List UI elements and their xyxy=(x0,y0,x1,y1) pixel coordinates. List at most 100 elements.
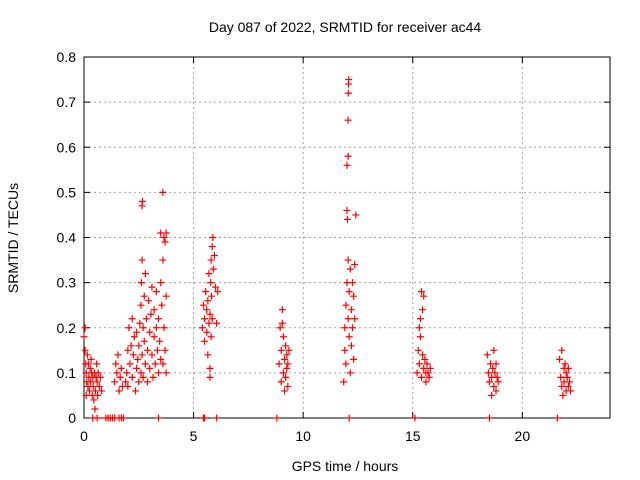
data-point xyxy=(201,315,209,323)
data-point xyxy=(136,319,144,327)
data-point xyxy=(484,369,492,377)
data-point xyxy=(112,360,120,368)
data-point xyxy=(424,369,432,377)
data-point xyxy=(278,306,286,314)
data-point xyxy=(284,382,292,390)
data-point xyxy=(419,306,427,314)
data-point xyxy=(341,346,349,354)
data-point xyxy=(137,279,145,287)
data-point xyxy=(420,364,428,372)
y-tick-label: 0.8 xyxy=(57,49,77,65)
data-point xyxy=(279,369,287,377)
data-point xyxy=(350,292,358,300)
data-point xyxy=(489,364,497,372)
data-point xyxy=(155,315,163,323)
x-tick-label: 5 xyxy=(190,428,198,444)
data-point xyxy=(93,360,101,368)
grid-lines xyxy=(84,57,610,418)
data-point xyxy=(282,342,290,350)
data-point xyxy=(562,369,570,377)
data-point xyxy=(206,373,214,381)
data-point xyxy=(162,229,170,237)
data-point xyxy=(148,283,156,291)
data-point xyxy=(151,360,159,368)
data-point xyxy=(564,364,572,372)
data-point xyxy=(567,387,575,395)
data-point xyxy=(277,346,285,354)
data-point xyxy=(122,378,130,386)
data-point xyxy=(141,270,149,278)
data-point xyxy=(123,369,131,377)
data-point xyxy=(345,288,353,296)
data-point xyxy=(418,288,426,296)
data-point xyxy=(213,414,221,422)
data-point xyxy=(279,333,287,341)
data-point xyxy=(347,306,355,314)
y-tick-label: 0.5 xyxy=(57,184,77,200)
data-point xyxy=(91,387,99,395)
data-point xyxy=(81,346,89,354)
data-point xyxy=(144,378,152,386)
data-point xyxy=(557,373,565,381)
data-point xyxy=(346,265,354,273)
x-tick-label: 15 xyxy=(405,428,421,444)
data-point xyxy=(283,364,291,372)
data-points xyxy=(80,76,575,422)
data-point xyxy=(201,414,209,422)
data-point xyxy=(342,360,350,368)
data-point xyxy=(273,414,281,422)
data-point xyxy=(421,355,429,363)
data-point xyxy=(207,256,215,264)
data-point xyxy=(146,364,154,372)
data-point xyxy=(556,355,564,363)
data-point xyxy=(127,342,135,350)
data-point xyxy=(491,369,499,377)
data-point xyxy=(91,405,99,413)
data-point xyxy=(351,315,359,323)
data-point xyxy=(138,256,146,264)
data-point xyxy=(212,283,219,291)
data-point xyxy=(278,319,286,327)
data-point xyxy=(155,369,163,377)
data-point xyxy=(152,324,160,332)
data-point xyxy=(415,360,423,368)
data-point xyxy=(348,279,356,287)
data-point xyxy=(140,292,148,300)
data-point xyxy=(135,342,143,350)
data-point xyxy=(565,378,573,386)
data-point xyxy=(158,301,166,309)
data-point xyxy=(203,306,211,314)
data-point xyxy=(129,351,137,359)
data-point xyxy=(490,346,498,354)
data-point xyxy=(416,315,424,323)
data-point xyxy=(144,346,152,354)
data-point xyxy=(96,373,104,381)
data-point xyxy=(137,369,145,377)
data-point xyxy=(133,328,141,336)
y-tick-label: 0.2 xyxy=(57,320,77,336)
data-point xyxy=(425,373,433,381)
data-point xyxy=(138,351,146,359)
data-point xyxy=(125,324,133,332)
data-point xyxy=(160,234,168,241)
data-point xyxy=(345,414,353,422)
x-tick-label: 20 xyxy=(515,428,531,444)
data-point xyxy=(347,342,355,350)
data-point xyxy=(81,324,89,332)
data-point xyxy=(204,351,212,359)
x-tick-label: 10 xyxy=(295,428,311,444)
data-point xyxy=(483,351,491,359)
data-point xyxy=(133,364,141,372)
data-point xyxy=(204,297,212,305)
data-point xyxy=(82,391,90,399)
data-point xyxy=(98,387,106,395)
data-point xyxy=(153,346,161,354)
data-point xyxy=(553,414,561,422)
data-point xyxy=(419,351,427,359)
data-point xyxy=(346,369,354,377)
y-tick-label: 0.4 xyxy=(57,230,77,246)
data-point xyxy=(113,369,121,377)
data-point xyxy=(83,351,91,359)
data-point xyxy=(90,396,98,404)
data-point xyxy=(209,234,217,241)
